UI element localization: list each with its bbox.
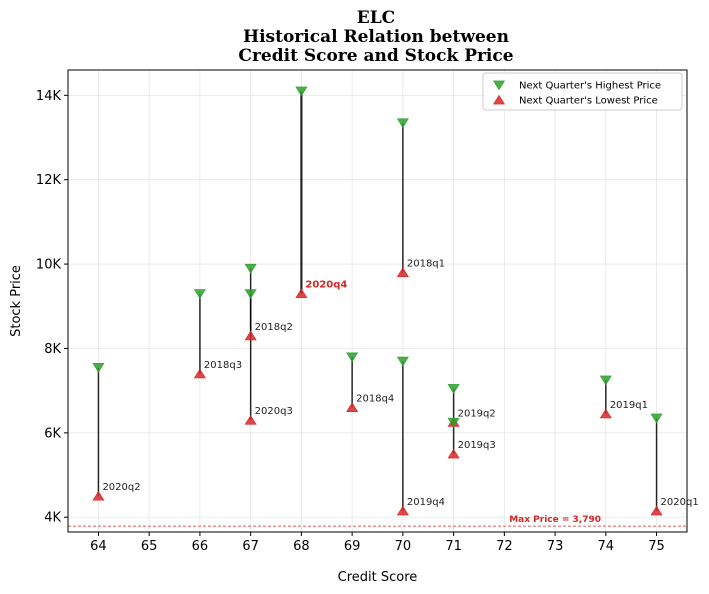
highest-price-marker	[396, 356, 409, 367]
highest-price-marker	[92, 363, 105, 373]
price-markers	[92, 86, 663, 516]
x-tick-label: 74	[598, 539, 615, 554]
y-tick-label: 8K	[44, 342, 61, 357]
highest-price-marker	[447, 384, 460, 394]
point-label: 2019q2	[458, 408, 496, 419]
lowest-price-marker	[396, 505, 409, 516]
y-tick-label: 6K	[44, 426, 61, 441]
y-tick-label: 12K	[36, 173, 62, 188]
lowest-price-marker	[396, 267, 409, 277]
point-label: 2018q3	[204, 360, 242, 371]
grid-lines	[68, 70, 687, 532]
max-price-label: Max Price = 3,790	[509, 515, 601, 525]
lowest-price-marker	[295, 288, 308, 299]
chart-title-line: Historical Relation between	[243, 27, 509, 47]
highest-price-marker	[193, 289, 206, 299]
highest-price-marker	[346, 352, 359, 363]
chart-title-line: Credit Score and Stock Price	[238, 46, 513, 66]
chart-title-line: ELC	[357, 8, 395, 28]
lowest-price-marker	[447, 448, 460, 459]
y-tick-label: 10K	[36, 258, 62, 273]
lowest-price-marker	[92, 490, 105, 501]
point-label: 2018q2	[255, 322, 293, 333]
price-range-connectors	[97, 91, 658, 511]
highest-price-marker	[295, 86, 308, 97]
point-label: 2020q4	[305, 280, 347, 291]
reference-line: Max Price = 3,790	[68, 515, 687, 527]
highest-price-marker	[396, 118, 409, 128]
x-tick-label: 68	[293, 539, 310, 554]
x-tick-label: 71	[445, 539, 462, 554]
x-tick-label: 65	[141, 539, 158, 554]
x-tick-label: 66	[192, 539, 209, 554]
legend-marker-lowest	[492, 94, 506, 105]
point-label: 2020q1	[661, 497, 699, 508]
lowest-price-marker	[599, 408, 612, 419]
x-tick-label: 75	[648, 539, 665, 554]
highest-price-marker	[244, 263, 257, 274]
x-tick-label: 72	[496, 539, 513, 554]
axes: 64 65 66 67 68 69 70 71 72 73 74 75 4K 6K 8K 10K 12K 14K C…	[9, 89, 665, 585]
highest-price-marker	[447, 417, 460, 428]
legend-marker-highest	[492, 80, 506, 91]
point-label: 2020q3	[255, 406, 293, 417]
legend-entry-label: Next Quarter's Highest Price	[519, 81, 661, 92]
x-tick-label: 69	[344, 539, 361, 554]
point-label: 2018q1	[407, 259, 445, 270]
legend-box	[482, 72, 683, 111]
x-axis-label: Credit Score	[338, 570, 418, 585]
y-tick-label: 14K	[36, 89, 62, 104]
point-label: 2020q2	[102, 482, 140, 493]
y-tick-label: 4K	[44, 511, 61, 526]
lowest-price-marker	[650, 505, 663, 516]
y-axis-label: Stock Price	[9, 265, 24, 337]
x-tick-label: 70	[395, 539, 412, 554]
point-label: 2019q1	[610, 400, 648, 411]
highest-price-marker	[244, 289, 257, 299]
point-label: 2019q4	[407, 497, 445, 508]
legend: Next Quarter's Highest Price Next Quarter…	[482, 72, 683, 111]
lowest-price-marker	[193, 368, 206, 379]
plot-frame	[67, 69, 688, 533]
lowest-price-marker	[244, 414, 257, 425]
x-tick-label: 73	[547, 539, 564, 554]
highest-price-marker	[650, 413, 663, 424]
highest-price-marker	[599, 375, 612, 386]
legend-entry-label: Next Quarter's Lowest Price	[519, 96, 658, 107]
x-tick-label: 64	[90, 539, 107, 554]
point-labels: 2020q2 2018q3 2018q2 2020q3 2020q4 2018q4 2018…	[102, 259, 698, 508]
x-tick-label: 67	[242, 539, 259, 554]
lowest-price-marker	[346, 402, 359, 412]
point-label: 2019q3	[458, 440, 496, 451]
point-label: 2018q4	[356, 394, 394, 405]
lowest-price-marker	[244, 330, 257, 341]
